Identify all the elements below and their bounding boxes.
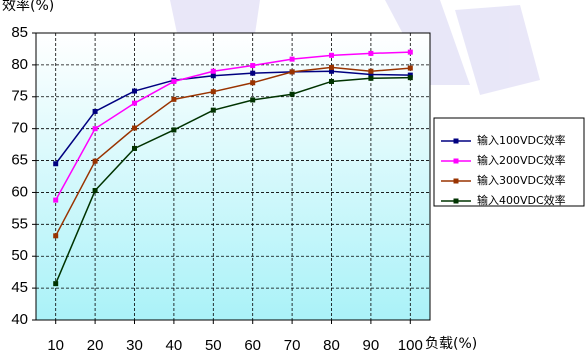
x-tick-label: 30 <box>126 337 143 354</box>
data-point <box>171 78 177 84</box>
x-tick-label: 60 <box>244 337 261 354</box>
data-point <box>407 75 413 81</box>
data-point <box>368 68 374 74</box>
x-tick-label: 20 <box>87 337 104 354</box>
x-tick-label: 40 <box>166 337 183 354</box>
data-point <box>250 97 256 103</box>
legend-item: 输入400VDC效率 <box>441 193 566 207</box>
data-point <box>289 56 295 62</box>
y-axis: 40 45 50 55 60 65 70 75 80 85 <box>11 24 36 328</box>
y-tick-label: 40 <box>11 311 28 328</box>
data-point <box>92 108 98 114</box>
series-group <box>53 49 413 287</box>
y-tick-label: 65 <box>11 152 28 169</box>
series-3 <box>53 64 413 239</box>
data-point <box>407 65 413 71</box>
data-point <box>289 69 295 75</box>
x-tick-label: 80 <box>323 337 340 354</box>
data-point <box>210 107 216 113</box>
series-2 <box>53 49 413 203</box>
legend-box <box>433 117 585 207</box>
data-point <box>53 197 59 203</box>
data-point <box>92 158 98 164</box>
series-line <box>55 66 411 237</box>
data-point <box>210 89 216 95</box>
data-point <box>250 70 256 76</box>
data-point <box>53 281 59 287</box>
legend-marker <box>453 138 459 144</box>
x-tick-label: 10 <box>47 337 64 354</box>
data-point <box>210 68 216 74</box>
y-tick-label: 60 <box>11 183 28 200</box>
data-point <box>92 126 98 132</box>
legend-item: 输入200VDC效率 <box>441 153 566 167</box>
data-point <box>407 49 413 55</box>
data-point <box>289 91 295 97</box>
legend-marker <box>453 178 459 184</box>
data-point <box>368 71 374 77</box>
data-point <box>53 233 59 239</box>
data-point <box>329 52 334 58</box>
legend-label: 输入100VDC效率 <box>477 133 566 147</box>
data-point <box>368 75 374 81</box>
data-point <box>210 73 216 79</box>
y-tick-label: 70 <box>11 120 28 137</box>
data-point <box>132 145 137 151</box>
data-point <box>329 78 334 84</box>
legend-label: 输入400VDC效率 <box>477 193 566 207</box>
legend-label: 输入200VDC效率 <box>477 153 566 167</box>
y-tick-label: 80 <box>11 56 28 73</box>
data-point <box>171 96 177 102</box>
legend-marker <box>453 158 459 164</box>
y-tick-label: 85 <box>11 24 28 41</box>
data-point <box>329 64 334 70</box>
series-4 <box>53 75 413 287</box>
data-point <box>329 68 334 74</box>
data-point <box>250 80 256 86</box>
data-point <box>250 63 256 69</box>
legend-item: 输入100VDC效率 <box>441 133 566 147</box>
legend-item: 输入300VDC效率 <box>441 173 566 187</box>
data-point <box>132 88 137 94</box>
x-tick-label: 90 <box>363 337 380 354</box>
y-tick-label: 55 <box>11 215 28 232</box>
y-axis-title: 效率(%) <box>2 0 54 14</box>
data-point <box>171 127 177 133</box>
legend-marker <box>453 198 459 204</box>
data-point <box>53 161 59 167</box>
plot-area <box>35 32 431 321</box>
x-tick-label: 100 <box>398 337 423 354</box>
x-axis: 10 20 30 40 50 60 70 80 90 100 <box>47 320 423 354</box>
data-point <box>407 72 413 78</box>
x-axis-title: 负载(%) <box>425 336 477 352</box>
y-tick-label: 45 <box>11 279 28 296</box>
series-line <box>55 51 411 201</box>
data-point <box>368 50 374 56</box>
legend-label: 输入300VDC效率 <box>477 173 566 187</box>
x-tick-label: 70 <box>284 337 301 354</box>
data-point <box>92 188 98 194</box>
series-line <box>55 70 411 165</box>
x-tick-label: 50 <box>205 337 222 354</box>
series-line <box>55 76 411 284</box>
y-tick-label: 75 <box>11 88 28 105</box>
data-point <box>132 100 137 106</box>
data-point <box>132 125 137 131</box>
y-tick-label: 50 <box>11 247 28 264</box>
